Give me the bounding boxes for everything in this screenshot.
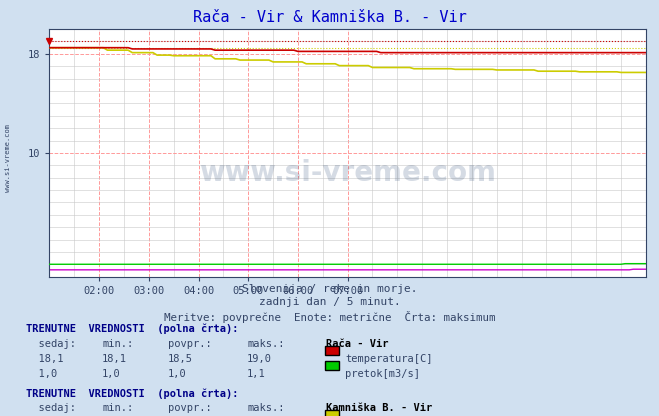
Text: Slovenija / reke in morje.: Slovenija / reke in morje. (242, 284, 417, 294)
Text: TRENUTNE  VREDNOSTI  (polna črta):: TRENUTNE VREDNOSTI (polna črta): (26, 324, 239, 334)
Text: 18,1: 18,1 (26, 354, 64, 364)
Text: TRENUTNE  VREDNOSTI  (polna črta):: TRENUTNE VREDNOSTI (polna črta): (26, 388, 239, 399)
Text: 1,1: 1,1 (247, 369, 266, 379)
Text: 18,1: 18,1 (102, 354, 127, 364)
Text: maks.:: maks.: (247, 339, 285, 349)
Text: sedaj:: sedaj: (26, 403, 76, 413)
Text: Rača - Vir & Kamniška B. - Vir: Rača - Vir & Kamniška B. - Vir (192, 10, 467, 25)
Text: Rača - Vir: Rača - Vir (326, 339, 389, 349)
Text: povpr.:: povpr.: (168, 339, 212, 349)
Text: sedaj:: sedaj: (26, 339, 76, 349)
Text: temperatura[C]: temperatura[C] (345, 354, 433, 364)
Text: Kamniška B. - Vir: Kamniška B. - Vir (326, 403, 432, 413)
Text: Meritve: povprečne  Enote: metrične  Črta: maksimum: Meritve: povprečne Enote: metrične Črta:… (163, 311, 496, 323)
Text: 18,5: 18,5 (168, 354, 193, 364)
Text: 19,0: 19,0 (247, 354, 272, 364)
Text: www.si-vreme.com: www.si-vreme.com (5, 124, 11, 192)
Text: maks.:: maks.: (247, 403, 285, 413)
Text: zadnji dan / 5 minut.: zadnji dan / 5 minut. (258, 297, 401, 307)
Text: 1,0: 1,0 (168, 369, 186, 379)
Text: 1,0: 1,0 (26, 369, 57, 379)
Text: min.:: min.: (102, 339, 133, 349)
Text: min.:: min.: (102, 403, 133, 413)
Text: www.si-vreme.com: www.si-vreme.com (199, 158, 496, 187)
Text: pretok[m3/s]: pretok[m3/s] (345, 369, 420, 379)
Text: povpr.:: povpr.: (168, 403, 212, 413)
Text: 1,0: 1,0 (102, 369, 121, 379)
